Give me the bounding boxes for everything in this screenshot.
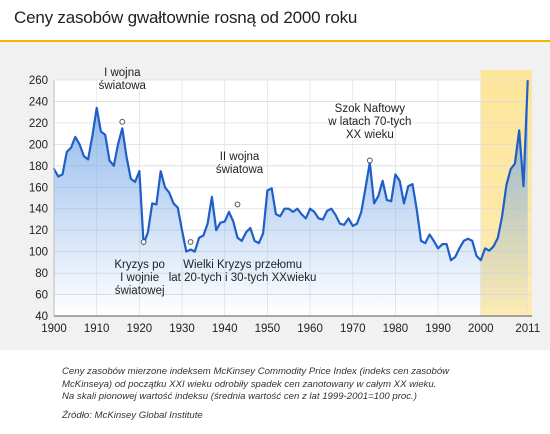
annotation-label: I wojna — [104, 67, 141, 79]
x-tick-label: 2000 — [468, 323, 494, 335]
annotation-label: światowa — [99, 80, 147, 92]
y-tick-label: 180 — [29, 161, 48, 173]
x-tick-label: 1970 — [340, 323, 366, 335]
x-tick-label: 1980 — [383, 323, 409, 335]
chart-caption: Ceny zasobów mierzone indeksem McKinsey … — [62, 366, 532, 422]
series-line — [52, 80, 529, 262]
x-tick-label: 1990 — [425, 323, 451, 335]
x-tick-label: 1960 — [297, 323, 323, 335]
caption-line-3: Na skali pionowej wartość indeksu (średn… — [62, 391, 417, 402]
x-tick-label: 1920 — [127, 323, 153, 335]
y-tick-label: 260 — [29, 75, 48, 87]
annotation-marker — [366, 157, 373, 164]
annotation-label: światowej — [115, 285, 165, 297]
y-tick-label: 40 — [35, 311, 48, 323]
title-accent-rule — [0, 40, 550, 42]
annotation-label: Szok Naftowy — [335, 103, 406, 115]
x-tick-label: 1950 — [255, 323, 281, 335]
annotation-marker — [140, 239, 147, 245]
annotation-label: Kryzys po — [114, 259, 165, 271]
source-note: Źródło: McKinsey Global Institute — [62, 409, 203, 421]
y-tick-label: 240 — [29, 96, 48, 108]
annotation-label: w latach 70-tych — [327, 116, 411, 128]
annotation-label: XX wieku — [346, 129, 394, 141]
y-tick-label: 140 — [29, 204, 48, 216]
annotation-label: II wojna — [220, 151, 260, 163]
x-tick-label: 1900 — [41, 323, 67, 335]
y-tick-label: 120 — [29, 225, 48, 237]
caption-line-2: McKinseya) od początku XXI wieku odrobił… — [62, 378, 437, 390]
annotation-label: Wielki Kryzys przełomu — [183, 259, 302, 271]
y-tick-label: 60 — [35, 290, 48, 302]
annotation-label: I wojnie — [120, 272, 159, 284]
caption-line-1: Ceny zasobów mierzone indeksem McKinsey … — [62, 366, 450, 377]
x-tick-label: 1910 — [84, 323, 110, 335]
annotation-label: lat 20-tych i 30-tych XXwieku — [169, 272, 317, 284]
annotation-label: światowa — [216, 164, 264, 176]
annotation-marker — [234, 201, 241, 208]
annotation-marker — [187, 239, 194, 245]
y-tick-label: 80 — [35, 268, 48, 280]
series-area-fill — [54, 81, 528, 316]
commodity-price-chart: 40 60 80 100 120 140 160 180 200 220 240 260 1900 191… — [29, 67, 540, 335]
y-tick-label: 100 — [29, 247, 48, 259]
chart-header: Ceny zasobów gwałtownie rosną od 2000 ro… — [0, 0, 550, 40]
x-tick-label: 2011 — [515, 323, 540, 335]
x-tick-label: 1940 — [212, 323, 238, 335]
y-tick-label: 220 — [29, 118, 48, 130]
annotation-marker — [119, 118, 126, 125]
chart-title: Ceny zasobów gwałtownie rosną od 2000 ro… — [14, 8, 358, 27]
y-tick-label: 160 — [29, 182, 48, 194]
x-tick-label: 1930 — [169, 323, 195, 335]
y-tick-label: 200 — [29, 139, 48, 151]
